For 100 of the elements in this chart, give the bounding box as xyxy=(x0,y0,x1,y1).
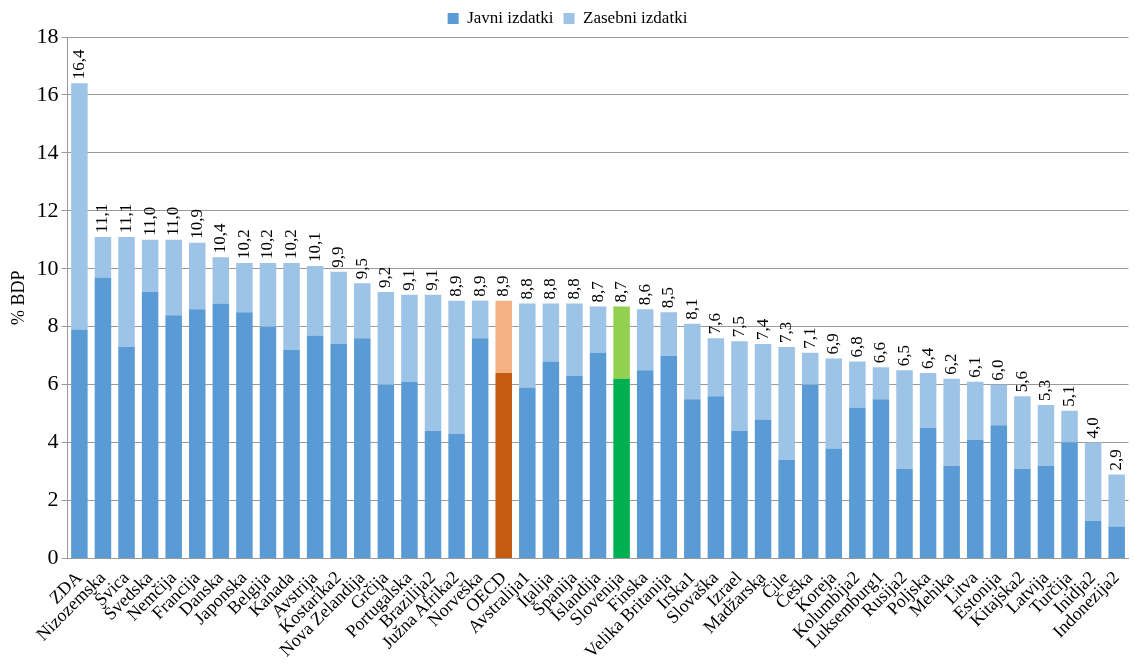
bar xyxy=(519,387,536,558)
bar xyxy=(377,291,395,385)
bar xyxy=(966,381,984,440)
bar xyxy=(424,294,442,432)
total-label: 10,1 xyxy=(304,232,324,262)
bar xyxy=(684,399,701,558)
bar xyxy=(306,265,324,336)
bar xyxy=(448,300,465,434)
total-label: 8,5 xyxy=(658,286,678,309)
total-label: 7,5 xyxy=(728,315,748,338)
bar xyxy=(990,425,1008,558)
bar xyxy=(94,277,112,558)
total-label: 7,1 xyxy=(799,327,819,349)
bar xyxy=(754,419,772,558)
bar xyxy=(212,257,230,304)
bar xyxy=(589,306,607,353)
bar xyxy=(778,459,795,558)
bar xyxy=(165,315,182,558)
total-label: 9,9 xyxy=(328,246,348,268)
total-label: 5,1 xyxy=(1059,385,1078,407)
bar xyxy=(613,306,630,379)
total-label: 6,4 xyxy=(917,347,937,370)
y-tick-label: 0 xyxy=(47,544,59,570)
total-label: 6,8 xyxy=(846,336,866,358)
bar xyxy=(566,303,583,376)
total-label: 11,0 xyxy=(139,206,159,236)
bar xyxy=(189,242,206,310)
bar xyxy=(849,407,866,558)
bar xyxy=(1084,442,1102,521)
total-label: 7,6 xyxy=(705,313,725,335)
total-label: 6,9 xyxy=(823,333,843,355)
total-label: 10,9 xyxy=(186,208,206,239)
bar xyxy=(471,300,489,339)
bar xyxy=(283,349,300,558)
y-tick-label: 10 xyxy=(36,254,59,280)
bar xyxy=(801,384,819,558)
bar xyxy=(919,373,937,429)
bar xyxy=(424,431,442,558)
bar xyxy=(613,378,630,558)
total-label: 8,8 xyxy=(540,278,560,300)
bar xyxy=(165,239,182,316)
total-label: 7,3 xyxy=(776,321,796,343)
bar xyxy=(212,303,230,558)
total-label: 10,2 xyxy=(233,229,253,259)
total-label: 2,9 xyxy=(1106,449,1126,471)
bar xyxy=(1014,396,1031,469)
total-label: 8,7 xyxy=(611,280,631,303)
y-tick-label: 6 xyxy=(47,370,59,396)
total-label: 5,6 xyxy=(1011,371,1031,393)
bar xyxy=(636,309,654,371)
bar xyxy=(1061,442,1078,558)
bar xyxy=(71,329,88,558)
bar xyxy=(1037,465,1055,558)
bar xyxy=(118,347,135,558)
total-label: 10,2 xyxy=(281,229,301,259)
bar xyxy=(801,352,819,385)
bar xyxy=(1061,410,1078,443)
bar xyxy=(1014,468,1031,558)
bar xyxy=(141,239,159,292)
y-tick-label: 14 xyxy=(36,138,59,164)
total-label: 9,2 xyxy=(375,266,395,288)
total-label: 8,8 xyxy=(516,278,536,300)
bar xyxy=(943,465,960,558)
bar xyxy=(943,378,960,466)
bar xyxy=(401,381,418,558)
bar xyxy=(966,439,984,558)
bar xyxy=(189,309,206,558)
total-label: 6,1 xyxy=(964,356,984,378)
y-tick-label: 4 xyxy=(47,428,59,454)
y-tick-label: 18 xyxy=(36,22,59,48)
bar xyxy=(141,291,159,558)
y-tick-label: 16 xyxy=(36,80,59,106)
bar xyxy=(990,384,1008,426)
bar xyxy=(1037,404,1055,466)
bar xyxy=(354,283,371,339)
total-label: 9,1 xyxy=(398,269,418,291)
bar xyxy=(306,335,324,558)
bar xyxy=(330,271,347,345)
total-label: 5,3 xyxy=(1035,379,1055,401)
bar xyxy=(236,262,253,313)
bar xyxy=(896,370,913,469)
bar xyxy=(118,236,135,347)
total-label: 7,4 xyxy=(752,318,772,341)
bar xyxy=(330,344,347,558)
total-label: 4,0 xyxy=(1082,417,1102,439)
bar xyxy=(707,338,725,397)
bar xyxy=(589,352,607,558)
bar xyxy=(731,431,748,558)
y-tick-label: 8 xyxy=(47,312,59,338)
bar xyxy=(495,373,512,558)
bar xyxy=(236,312,253,558)
legend-label: Javni izdatki xyxy=(467,7,554,27)
bar xyxy=(754,344,772,420)
bar xyxy=(542,303,560,362)
total-label: 6,0 xyxy=(988,359,1008,381)
y-tick-label: 2 xyxy=(47,486,59,512)
bar xyxy=(471,338,489,558)
total-label: 8,1 xyxy=(681,298,701,320)
bar xyxy=(259,262,277,327)
total-label: 8,8 xyxy=(563,278,583,300)
